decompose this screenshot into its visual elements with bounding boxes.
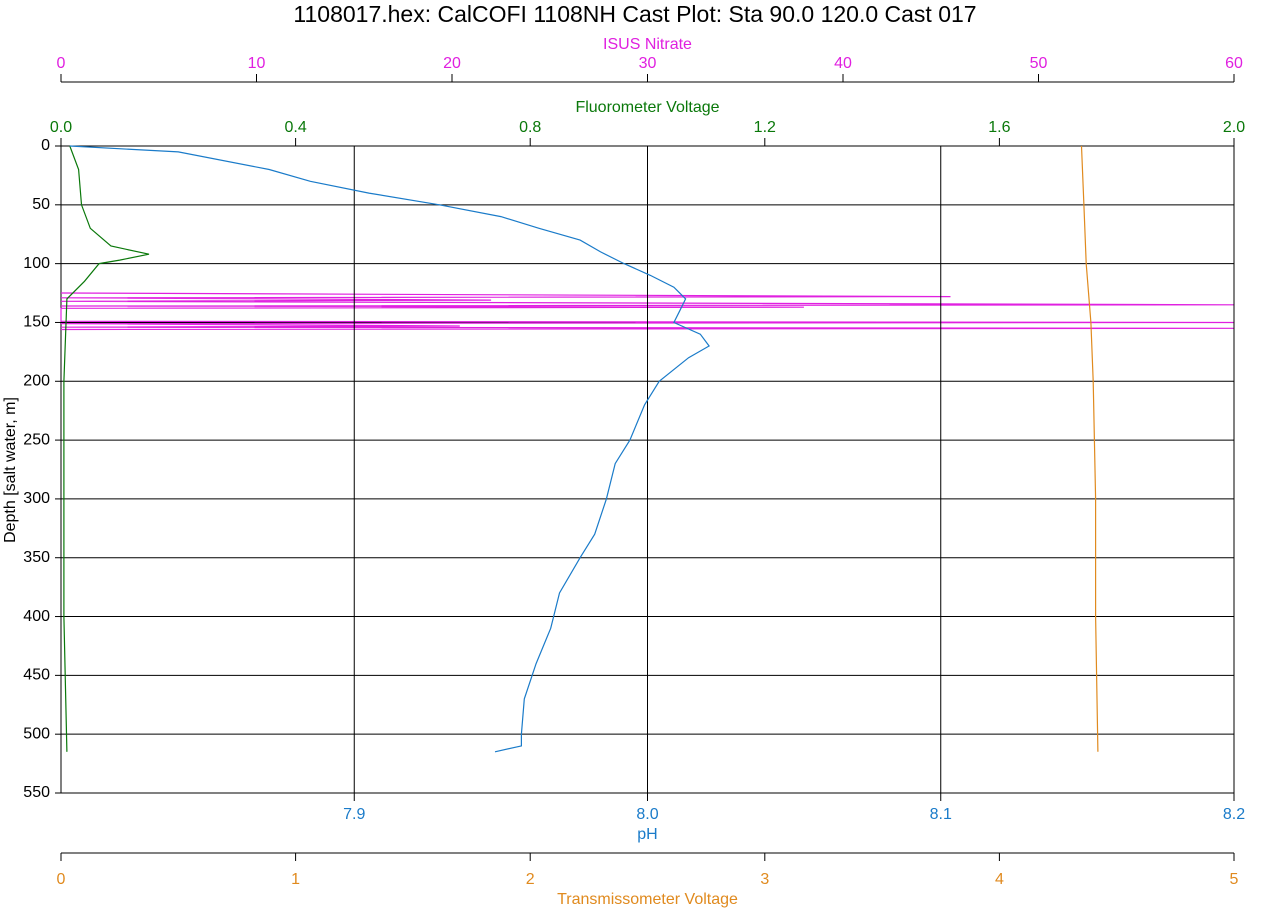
x-tick-label: 40 [834, 55, 852, 72]
x-tick-label: 8.2 [1223, 806, 1245, 823]
axis-title: Fluorometer Voltage [575, 99, 719, 116]
x-tick-label: 0 [57, 55, 66, 72]
y-tick-label: 450 [23, 667, 50, 684]
data-line [60, 292, 1235, 331]
y-tick-label: 150 [23, 314, 50, 331]
x-tick-label: 30 [639, 55, 657, 72]
x-tick-label: 5 [1230, 871, 1239, 888]
data-line [1080, 145, 1099, 752]
y-tick-label: 200 [23, 372, 50, 389]
axis-title: pH [637, 826, 657, 843]
y-tick-label: 100 [23, 255, 50, 272]
x-tick-label: 60 [1225, 55, 1243, 72]
x-tick-label: 0.4 [284, 119, 306, 136]
x-tick-label: 20 [443, 55, 461, 72]
y-tick-label: 300 [23, 490, 50, 507]
x-tick-label: 2.0 [1223, 119, 1245, 136]
chart-title: 1108017.hex: CalCOFI 1108NH Cast Plot: S… [293, 1, 976, 27]
y-tick-label: 0 [41, 137, 50, 154]
data-line [69, 145, 710, 753]
y-tick-label: 350 [23, 549, 50, 566]
x-tick-label: 0.0 [50, 119, 72, 136]
x-tick-label: 0 [57, 871, 66, 888]
x-tick-label: 1.2 [754, 119, 776, 136]
x-tick-label: 3 [760, 871, 769, 888]
y-tick-label: 250 [23, 431, 50, 448]
x-tick-label: 50 [1030, 55, 1048, 72]
axis-title: Transmissometer Voltage [557, 891, 738, 908]
x-tick-label: 7.9 [343, 806, 365, 823]
x-tick-label: 10 [248, 55, 266, 72]
x-tick-label: 8.0 [636, 806, 658, 823]
x-tick-label: 2 [526, 871, 535, 888]
axis-title: ISUS Nitrate [603, 36, 692, 53]
data-line [63, 145, 150, 752]
y-axis-title: Depth [salt water, m] [2, 397, 19, 543]
y-tick-label: 550 [23, 784, 50, 801]
x-tick-label: 1.6 [988, 119, 1010, 136]
x-tick-label: 1 [291, 871, 300, 888]
x-tick-label: 8.1 [930, 806, 952, 823]
y-tick-label: 500 [23, 725, 50, 742]
y-tick-label: 400 [23, 608, 50, 625]
y-tick-label: 50 [32, 196, 50, 213]
x-tick-label: 4 [995, 871, 1004, 888]
x-tick-label: 0.8 [519, 119, 541, 136]
